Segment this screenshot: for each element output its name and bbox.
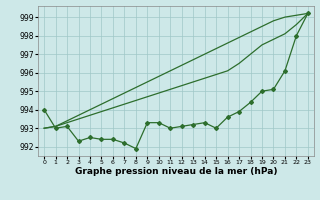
X-axis label: Graphe pression niveau de la mer (hPa): Graphe pression niveau de la mer (hPa): [75, 167, 277, 176]
